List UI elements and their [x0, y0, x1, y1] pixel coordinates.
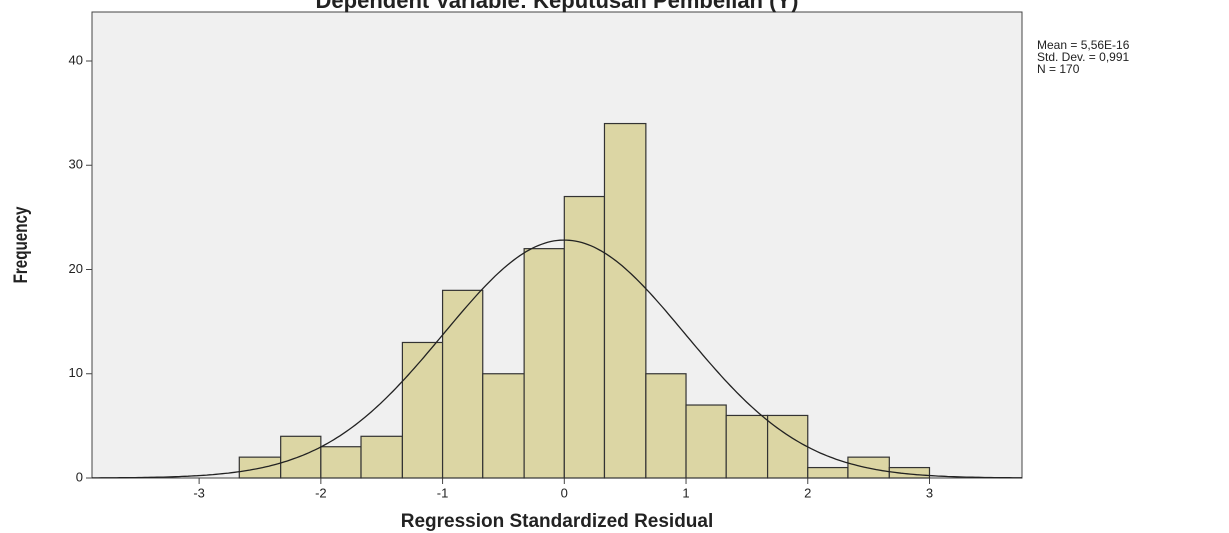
y-tick-label: 10	[69, 365, 83, 380]
chart-title: Dependent Variable: Keputusan Pembelian …	[316, 0, 799, 13]
bar	[483, 374, 524, 478]
x-tick-label: 0	[561, 485, 568, 500]
x-tick-label: 1	[682, 485, 689, 500]
y-tick-label: 30	[69, 157, 83, 172]
bar	[281, 436, 321, 478]
bar	[808, 468, 848, 478]
bar	[361, 436, 402, 478]
x-tick-label: -1	[437, 485, 449, 500]
y-tick-label: 40	[69, 52, 83, 67]
chart: Dependent Variable: Keputusan Pembelian …	[0, 0, 1229, 533]
x-tick-label: 2	[804, 485, 811, 500]
x-tick-label: -3	[193, 485, 205, 500]
bar	[524, 249, 564, 478]
stat-n: N = 170	[1037, 62, 1080, 76]
x-tick-label: -2	[315, 485, 327, 500]
bar	[564, 197, 604, 478]
y-tick-label: 20	[69, 261, 83, 276]
x-axis-title: Regression Standardized Residual	[401, 511, 714, 532]
bar	[321, 447, 361, 478]
bar	[443, 290, 483, 478]
y-axis-title: Frequency	[9, 206, 31, 283]
bar	[402, 342, 442, 478]
x-tick-label: 3	[926, 485, 933, 500]
bar	[604, 124, 645, 478]
y-tick-label: 0	[76, 469, 83, 484]
bar	[686, 405, 726, 478]
bar	[726, 415, 767, 478]
bar	[646, 374, 686, 478]
